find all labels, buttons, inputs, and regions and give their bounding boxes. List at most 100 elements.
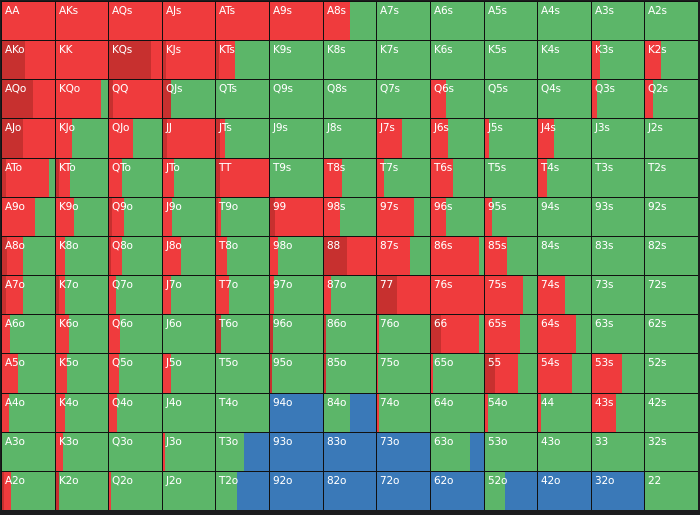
hand-cell-92s[interactable]: 92s	[645, 198, 698, 236]
hand-cell-T3o[interactable]: T3o	[216, 433, 269, 471]
hand-cell-J5s[interactable]: J5s	[485, 119, 537, 158]
hand-cell-J3o[interactable]: J3o	[163, 433, 215, 471]
hand-cell-JTs[interactable]: JTs	[216, 119, 269, 158]
hand-cell-73s[interactable]: 73s	[592, 276, 644, 314]
hand-cell-52s[interactable]: 52s	[645, 354, 698, 393]
hand-cell-32s[interactable]: 32s	[645, 433, 698, 471]
hand-cell-87o[interactable]: 87o	[324, 276, 376, 314]
hand-cell-Q8s[interactable]: Q8s	[324, 80, 376, 118]
hand-cell-A9o[interactable]: A9o	[2, 198, 55, 236]
hand-cell-53s[interactable]: 53s	[592, 354, 644, 393]
hand-cell-A4o[interactable]: A4o	[2, 394, 55, 432]
hand-cell-87s[interactable]: 87s	[377, 237, 430, 275]
hand-cell-32o[interactable]: 32o	[592, 472, 644, 510]
hand-cell-A8s[interactable]: A8s	[324, 2, 376, 40]
hand-cell-T8s[interactable]: T8s	[324, 159, 376, 197]
hand-cell-A3o[interactable]: A3o	[2, 433, 55, 471]
hand-cell-83s[interactable]: 83s	[592, 237, 644, 275]
hand-cell-Q5s[interactable]: Q5s	[485, 80, 537, 118]
hand-cell-A2s[interactable]: A2s	[645, 2, 698, 40]
hand-cell-J3s[interactable]: J3s	[592, 119, 644, 158]
hand-cell-J4o[interactable]: J4o	[163, 394, 215, 432]
hand-cell-T5s[interactable]: T5s	[485, 159, 537, 197]
hand-cell-T6o[interactable]: T6o	[216, 315, 269, 353]
hand-cell-63s[interactable]: 63s	[592, 315, 644, 353]
hand-cell-KJo[interactable]: KJo	[56, 119, 108, 158]
hand-cell-AJo[interactable]: AJo	[2, 119, 55, 158]
hand-cell-KTs[interactable]: KTs	[216, 41, 269, 79]
hand-cell-Q9o[interactable]: Q9o	[109, 198, 162, 236]
hand-cell-Q6o[interactable]: Q6o	[109, 315, 162, 353]
hand-cell-93s[interactable]: 93s	[592, 198, 644, 236]
hand-cell-86o[interactable]: 86o	[324, 315, 376, 353]
hand-cell-62s[interactable]: 62s	[645, 315, 698, 353]
hand-cell-AA[interactable]: AA	[2, 2, 55, 40]
hand-cell-A7o[interactable]: A7o	[2, 276, 55, 314]
hand-cell-Q3s[interactable]: Q3s	[592, 80, 644, 118]
hand-cell-98s[interactable]: 98s	[324, 198, 376, 236]
hand-cell-A6o[interactable]: A6o	[2, 315, 55, 353]
hand-cell-ATs[interactable]: ATs	[216, 2, 269, 40]
hand-cell-A8o[interactable]: A8o	[2, 237, 55, 275]
hand-cell-Q8o[interactable]: Q8o	[109, 237, 162, 275]
hand-cell-72s[interactable]: 72s	[645, 276, 698, 314]
hand-cell-Q4s[interactable]: Q4s	[538, 80, 591, 118]
hand-cell-77[interactable]: 77	[377, 276, 430, 314]
hand-cell-AQs[interactable]: AQs	[109, 2, 162, 40]
hand-cell-T9o[interactable]: T9o	[216, 198, 269, 236]
hand-cell-ATo[interactable]: ATo	[2, 159, 55, 197]
hand-cell-86s[interactable]: 86s	[431, 237, 484, 275]
hand-cell-75o[interactable]: 75o	[377, 354, 430, 393]
hand-cell-A3s[interactable]: A3s	[592, 2, 644, 40]
hand-cell-QTs[interactable]: QTs	[216, 80, 269, 118]
hand-cell-K2s[interactable]: K2s	[645, 41, 698, 79]
hand-cell-T5o[interactable]: T5o	[216, 354, 269, 393]
hand-cell-95o[interactable]: 95o	[270, 354, 323, 393]
hand-cell-K4s[interactable]: K4s	[538, 41, 591, 79]
hand-cell-97o[interactable]: 97o	[270, 276, 323, 314]
hand-cell-43s[interactable]: 43s	[592, 394, 644, 432]
hand-cell-42s[interactable]: 42s	[645, 394, 698, 432]
hand-cell-K9s[interactable]: K9s	[270, 41, 323, 79]
hand-cell-K7s[interactable]: K7s	[377, 41, 430, 79]
hand-cell-Q2s[interactable]: Q2s	[645, 80, 698, 118]
hand-cell-A9s[interactable]: A9s	[270, 2, 323, 40]
hand-cell-66[interactable]: 66	[431, 315, 484, 353]
hand-cell-J8s[interactable]: J8s	[324, 119, 376, 158]
hand-cell-A5s[interactable]: A5s	[485, 2, 537, 40]
hand-cell-43o[interactable]: 43o	[538, 433, 591, 471]
hand-cell-TT[interactable]: TT	[216, 159, 269, 197]
hand-cell-KJs[interactable]: KJs	[163, 41, 215, 79]
hand-cell-52o[interactable]: 52o	[485, 472, 537, 510]
hand-cell-96o[interactable]: 96o	[270, 315, 323, 353]
hand-cell-Q9s[interactable]: Q9s	[270, 80, 323, 118]
hand-cell-J4s[interactable]: J4s	[538, 119, 591, 158]
hand-cell-K5s[interactable]: K5s	[485, 41, 537, 79]
hand-cell-64s[interactable]: 64s	[538, 315, 591, 353]
hand-cell-K9o[interactable]: K9o	[56, 198, 108, 236]
hand-cell-88[interactable]: 88	[324, 237, 376, 275]
hand-cell-JTo[interactable]: JTo	[163, 159, 215, 197]
hand-cell-73o[interactable]: 73o	[377, 433, 430, 471]
hand-cell-T9s[interactable]: T9s	[270, 159, 323, 197]
hand-cell-94s[interactable]: 94s	[538, 198, 591, 236]
hand-cell-65o[interactable]: 65o	[431, 354, 484, 393]
hand-cell-Q5o[interactable]: Q5o	[109, 354, 162, 393]
hand-cell-J9o[interactable]: J9o	[163, 198, 215, 236]
hand-cell-65s[interactable]: 65s	[485, 315, 537, 353]
hand-cell-Q7s[interactable]: Q7s	[377, 80, 430, 118]
hand-cell-A4s[interactable]: A4s	[538, 2, 591, 40]
hand-cell-KQs[interactable]: KQs	[109, 41, 162, 79]
hand-cell-83o[interactable]: 83o	[324, 433, 376, 471]
hand-cell-J2s[interactable]: J2s	[645, 119, 698, 158]
hand-cell-K8s[interactable]: K8s	[324, 41, 376, 79]
hand-cell-72o[interactable]: 72o	[377, 472, 430, 510]
hand-cell-A2o[interactable]: A2o	[2, 472, 55, 510]
hand-cell-T8o[interactable]: T8o	[216, 237, 269, 275]
hand-cell-74o[interactable]: 74o	[377, 394, 430, 432]
hand-cell-T6s[interactable]: T6s	[431, 159, 484, 197]
hand-cell-98o[interactable]: 98o	[270, 237, 323, 275]
hand-cell-A7s[interactable]: A7s	[377, 2, 430, 40]
hand-cell-62o[interactable]: 62o	[431, 472, 484, 510]
hand-cell-75s[interactable]: 75s	[485, 276, 537, 314]
